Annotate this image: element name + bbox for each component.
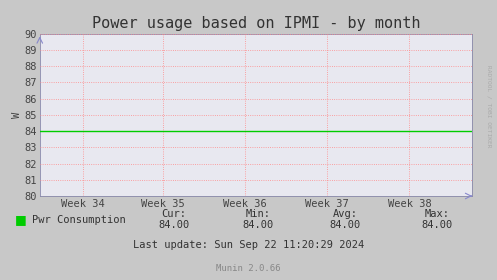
Text: Pwr Consumption: Pwr Consumption (32, 215, 126, 225)
Text: Avg:: Avg: (333, 209, 358, 219)
Text: 84.00: 84.00 (422, 220, 453, 230)
Text: Cur:: Cur: (162, 209, 186, 219)
Text: 84.00: 84.00 (330, 220, 361, 230)
Text: Max:: Max: (425, 209, 450, 219)
Text: 84.00: 84.00 (159, 220, 189, 230)
Text: Last update: Sun Sep 22 11:20:29 2024: Last update: Sun Sep 22 11:20:29 2024 (133, 240, 364, 250)
Text: Munin 2.0.66: Munin 2.0.66 (216, 264, 281, 273)
Title: Power usage based on IPMI - by month: Power usage based on IPMI - by month (92, 16, 420, 31)
Text: Min:: Min: (246, 209, 271, 219)
Text: 84.00: 84.00 (243, 220, 274, 230)
Text: RADTOOL / TOBI OETIKER: RADTOOL / TOBI OETIKER (486, 65, 491, 148)
Text: ■: ■ (15, 213, 27, 226)
Y-axis label: W: W (12, 112, 22, 118)
